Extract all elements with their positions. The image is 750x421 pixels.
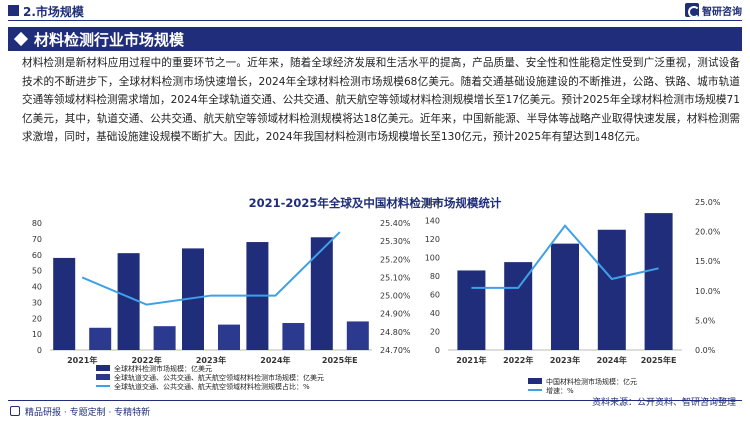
brand-logo: 智研咨询 bbox=[685, 2, 742, 18]
section-marker bbox=[8, 5, 19, 16]
china-ytick-right: 0.0% bbox=[695, 346, 716, 355]
source-note: 资料来源：公开资料、智研咨询整理 bbox=[591, 398, 736, 408]
global-ytick-right: 25.20% bbox=[380, 255, 411, 264]
page-title: 材料检测行业市场规模 bbox=[34, 31, 185, 49]
chart-title: 2021-2025年全球及中国材料检测市场规模统计 bbox=[248, 196, 502, 210]
global-bar-2 bbox=[153, 326, 176, 350]
china-xtick: 2022年 bbox=[503, 355, 533, 365]
global-bar-1 bbox=[117, 253, 140, 350]
global-ytick-right: 25.30% bbox=[380, 237, 411, 246]
global-legend-label-3: 全球轨道交通、公共交通、航天航空领域材料检测规模占比：% bbox=[114, 382, 310, 391]
global-ytick-left: 0 bbox=[37, 346, 42, 355]
china-legend-label-1: 中国材料检测市场规模：亿元 bbox=[546, 377, 637, 386]
china-ytick-left: 40 bbox=[430, 309, 440, 318]
global-ytick-left: 70 bbox=[32, 235, 42, 244]
china-ytick-left: 60 bbox=[430, 291, 440, 300]
global-bar-1 bbox=[310, 237, 333, 350]
china-ytick-left: 140 bbox=[425, 217, 440, 226]
body-paragraph: 材料检测是新材料应用过程中的重要环节之一。近年来，随着全球经济发展和生活水平的提… bbox=[22, 57, 740, 143]
china-ytick-right: 10.0% bbox=[695, 287, 721, 296]
global-bar-2 bbox=[346, 321, 369, 350]
china-bar-1 bbox=[551, 243, 579, 350]
global-ytick-right: 24.70% bbox=[380, 346, 411, 355]
china-xtick: 2024年 bbox=[597, 355, 627, 365]
global-ytick-right: 25.00% bbox=[380, 292, 411, 301]
global-chart: 0 10 20 30 40 50 60 70 80 24.70% 24.80% 24.90% 25.00… bbox=[32, 219, 411, 391]
brand-logo-icon bbox=[685, 3, 700, 18]
section-title: 2.市场规模 bbox=[23, 5, 84, 19]
global-ytick-left: 80 bbox=[32, 219, 42, 228]
title-bar: 材料检测行业市场规模 bbox=[8, 27, 742, 51]
global-xtick: 2023年 bbox=[196, 355, 226, 365]
china-bar-1 bbox=[644, 213, 673, 350]
global-ytick-left: 40 bbox=[32, 283, 42, 292]
global-ytick-left: 30 bbox=[32, 298, 42, 307]
global-legend-swatch-1 bbox=[96, 365, 110, 371]
global-ytick-right: 25.10% bbox=[380, 273, 411, 282]
global-line-series bbox=[81, 231, 341, 306]
china-line-series bbox=[471, 224, 659, 289]
global-ytick-left: 10 bbox=[32, 330, 42, 339]
global-bar-2 bbox=[218, 324, 240, 350]
china-ytick-left: 100 bbox=[425, 254, 440, 263]
global-xtick: 2022年 bbox=[131, 355, 161, 365]
china-ytick-left: 160 bbox=[425, 198, 440, 207]
china-ytick-right: 25.0% bbox=[695, 198, 721, 207]
global-legend-label-1: 全球材料检测市场规模：亿美元 bbox=[114, 364, 212, 373]
china-ytick-left: 80 bbox=[430, 272, 440, 281]
china-ytick-right: 5.0% bbox=[695, 316, 716, 325]
china-ytick-right: 15.0% bbox=[695, 257, 721, 266]
china-chart: 0 20 40 60 80 100 120 140 160 0.0% 5.0% 10.0% 15.0% 2… bbox=[425, 198, 721, 395]
global-xtick: 2025年E bbox=[322, 355, 358, 365]
footer-divider bbox=[8, 400, 742, 401]
global-ytick-right: 24.90% bbox=[380, 310, 411, 319]
china-xtick: 2025年E bbox=[641, 355, 677, 365]
global-ytick-left: 60 bbox=[32, 251, 42, 260]
global-bar-2 bbox=[89, 327, 112, 350]
china-bar-1 bbox=[597, 229, 626, 350]
global-ytick-left: 20 bbox=[32, 314, 42, 323]
global-ytick-left: 50 bbox=[32, 267, 42, 276]
china-legend-swatch-1 bbox=[528, 378, 542, 384]
footer-slogan: 精品研报 · 专题定制 · 专精特新 bbox=[25, 408, 151, 418]
global-legend-swatch-2 bbox=[96, 374, 110, 380]
china-legend-label-2: 增速：% bbox=[546, 386, 574, 395]
global-bar-2 bbox=[282, 323, 305, 350]
global-bar-1 bbox=[53, 257, 76, 350]
china-ytick-left: 120 bbox=[425, 235, 440, 244]
global-xtick: 2021年 bbox=[67, 355, 97, 365]
brand-logo-text: 智研咨询 bbox=[702, 6, 742, 18]
report-icon bbox=[10, 406, 20, 416]
footer: 精品研报 · 专题定制 · 专精特新 bbox=[0, 400, 750, 421]
china-ytick-left: 0 bbox=[435, 346, 440, 355]
header-divider bbox=[8, 20, 742, 21]
global-xtick: 2024年 bbox=[260, 355, 290, 365]
global-legend-label-2: 全球轨道交通、公共交通、航天航空领域材料检测市场规模：亿美元 bbox=[114, 373, 324, 382]
china-ytick-right: 20.0% bbox=[695, 228, 721, 237]
top-bar: 2.市场规模 智研咨询 bbox=[0, 0, 750, 22]
china-bar-1 bbox=[457, 270, 486, 350]
global-ytick-right: 24.80% bbox=[380, 328, 411, 337]
china-xtick: 2023年 bbox=[550, 355, 580, 365]
diamond-icon bbox=[13, 31, 29, 47]
china-ytick-left: 20 bbox=[430, 328, 440, 337]
china-xtick: 2021年 bbox=[456, 355, 486, 365]
global-ytick-right: 25.40% bbox=[380, 219, 411, 228]
global-bar-1 bbox=[182, 248, 204, 350]
